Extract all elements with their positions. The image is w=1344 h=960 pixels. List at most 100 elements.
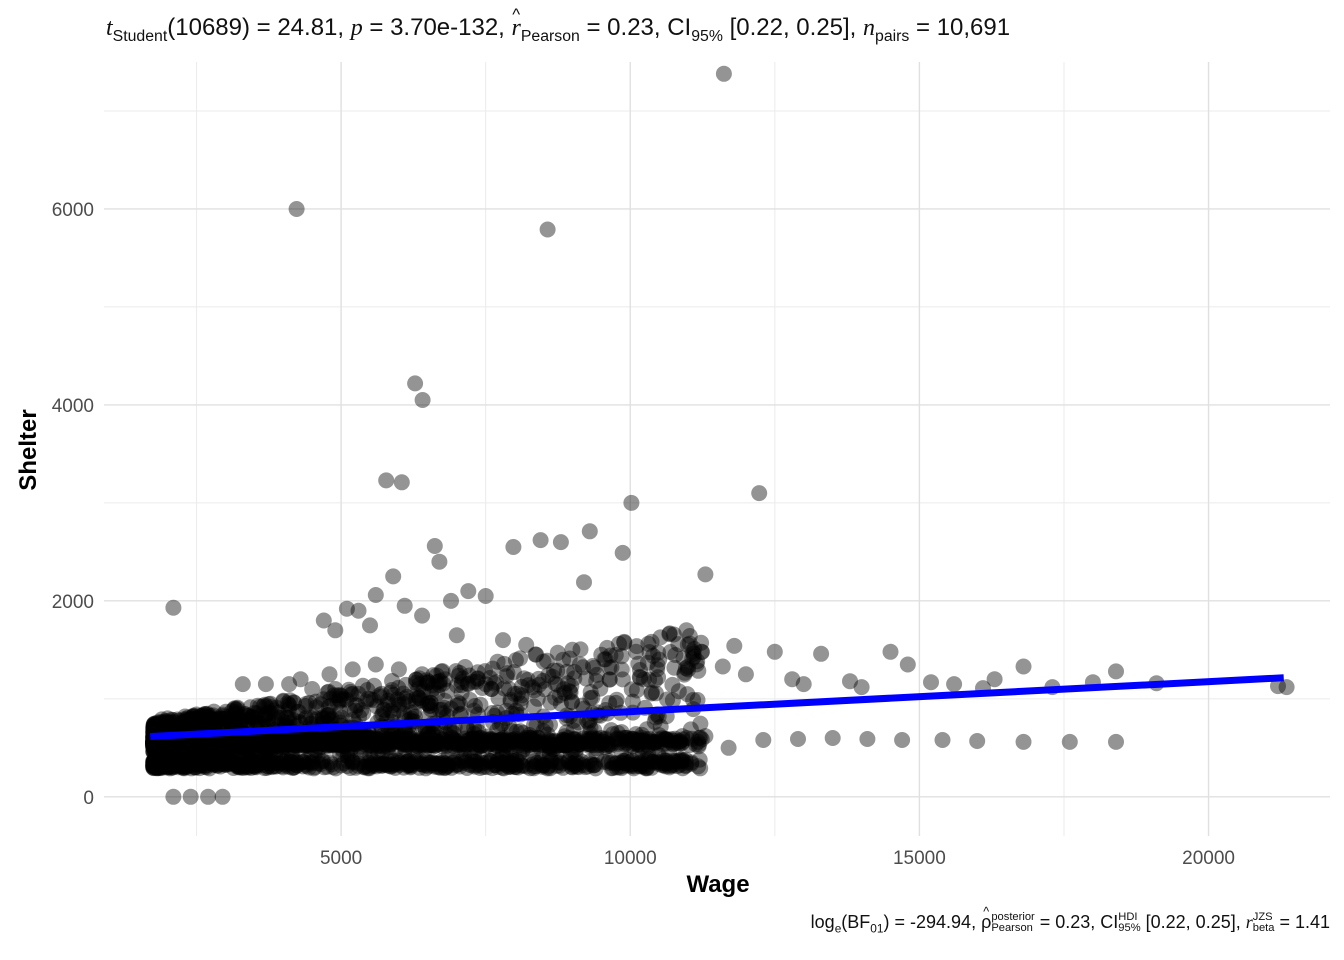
hat-mark: ^: [983, 905, 990, 920]
scatter-point-cloud: [226, 735, 243, 752]
scatter-point-cloud: [468, 740, 485, 757]
scatter-point-cloud: [409, 737, 426, 754]
scatter-point-cloud: [347, 759, 364, 776]
scatter-point-cloud: [289, 735, 306, 752]
scatter-point-cloud: [677, 757, 694, 774]
scatter-point-cloud: [399, 753, 416, 770]
scatter-point-cloud: [500, 680, 517, 697]
scatter-point-cloud: [208, 743, 225, 760]
scatter-point-cloud: [164, 759, 181, 776]
scatter-point-cloud: [149, 757, 166, 774]
scatter-point-cloud: [225, 736, 241, 753]
scatter-point-cloud: [524, 679, 541, 696]
scatter-point-cloud: [208, 734, 225, 751]
scatter-point-cloud: [420, 726, 437, 742]
scatter-point-cloud: [615, 754, 632, 771]
scatter-point-cloud: [374, 733, 391, 750]
scatter-point-cloud: [453, 685, 470, 702]
scatter-point-cloud: [172, 735, 189, 752]
chart-title: tStudent(10689) = 24.81, p = 3.70e-132, …: [106, 5, 1010, 46]
scatter-point-cloud: [149, 759, 166, 776]
scatter-point-cloud: [634, 738, 651, 755]
scatter-point-cloud: [394, 731, 411, 748]
scatter-point-cloud: [198, 757, 215, 773]
scatter-point-cloud: [674, 751, 691, 768]
scatter-point-cloud: [582, 690, 599, 707]
scatter-point-cloud: [524, 756, 541, 773]
scatter-point-cloud: [527, 735, 544, 752]
scatter-point-cloud: [635, 757, 652, 774]
scatter-point-cloud: [402, 757, 419, 774]
scatter-point-cloud: [649, 657, 666, 674]
scatter-point-cloud: [341, 735, 358, 752]
scatter-point-cloud: [322, 737, 339, 754]
scatter-point-cloud: [322, 698, 339, 714]
scatter-point-cloud: [690, 733, 707, 750]
scatter-point-cloud: [470, 731, 487, 747]
scatter-point-cloud: [656, 755, 673, 772]
scatter-point-cloud: [161, 735, 177, 752]
scatter-point-cloud: [391, 732, 408, 749]
scatter-point-cloud: [640, 753, 657, 769]
scatter-point: [505, 539, 522, 555]
scatter-point: [288, 201, 305, 217]
scatter-point-cloud: [365, 734, 381, 751]
scatter-point-cloud: [436, 759, 453, 776]
scatter-point-cloud: [426, 758, 443, 775]
scatter-point-cloud: [556, 737, 573, 754]
scatter-point-cloud: [241, 710, 258, 727]
scatter-point-cloud: [147, 736, 163, 753]
scatter-point-cloud: [622, 756, 639, 773]
scatter-point-cloud: [260, 712, 277, 729]
scatter-point-cloud: [344, 753, 360, 769]
scatter-point-cloud: [451, 696, 468, 712]
scatter-point-cloud: [186, 743, 203, 760]
scatter-point-cloud: [225, 733, 242, 750]
scatter-point-cloud: [542, 738, 559, 755]
scatter-point-cloud: [385, 725, 401, 742]
scatter-point-cloud: [334, 741, 351, 758]
scatter-point-cloud: [650, 669, 667, 686]
scatter-point-cloud: [334, 735, 351, 752]
scatter-point-cloud: [493, 731, 510, 748]
scatter-point-cloud: [435, 675, 452, 692]
scatter-point-cloud: [662, 644, 679, 660]
scatter-point-cloud: [601, 695, 618, 712]
scatter-point: [414, 607, 431, 624]
scatter-point: [407, 375, 424, 392]
scatter-point-cloud: [523, 730, 540, 747]
scatter-point-cloud: [480, 731, 497, 748]
scatter-point-cloud: [666, 732, 683, 749]
scatter-point-cloud: [602, 647, 619, 664]
scatter-point: [281, 676, 298, 693]
scatter-point-cloud: [354, 677, 371, 694]
scatter-point-cloud: [572, 656, 588, 673]
scatter-point-cloud: [154, 736, 171, 753]
scatter-point-cloud: [374, 730, 391, 747]
scatter-point-cloud: [292, 733, 309, 750]
scatter-point-cloud: [479, 728, 496, 745]
scatter-point-cloud: [387, 733, 404, 749]
scatter-point-cloud: [159, 736, 176, 752]
scatter-point-cloud: [356, 729, 373, 746]
scatter-point-cloud: [509, 685, 526, 702]
scatter-point-cloud: [557, 732, 574, 749]
scatter-point: [539, 221, 556, 238]
scatter-point-cloud: [422, 736, 439, 753]
scatter-point-cloud: [645, 734, 662, 751]
scatter-point-cloud: [280, 730, 297, 747]
scatter-point-cloud: [464, 732, 481, 749]
scatter-point-cloud: [379, 739, 396, 756]
scatter-point-cloud: [472, 729, 489, 746]
scatter-point-cloud: [159, 753, 176, 769]
scatter-point-cloud: [514, 732, 531, 749]
scatter-point-cloud: [160, 738, 177, 754]
scatter-point-cloud: [227, 740, 244, 757]
scatter-point-cloud: [653, 757, 670, 774]
scatter-point-cloud: [163, 757, 180, 774]
scatter-point-cloud: [672, 757, 688, 773]
scatter-point-cloud: [232, 734, 248, 751]
scatter-point-cloud: [377, 756, 394, 773]
scatter-point-cloud: [151, 737, 167, 754]
scatter-point-cloud: [403, 730, 420, 747]
